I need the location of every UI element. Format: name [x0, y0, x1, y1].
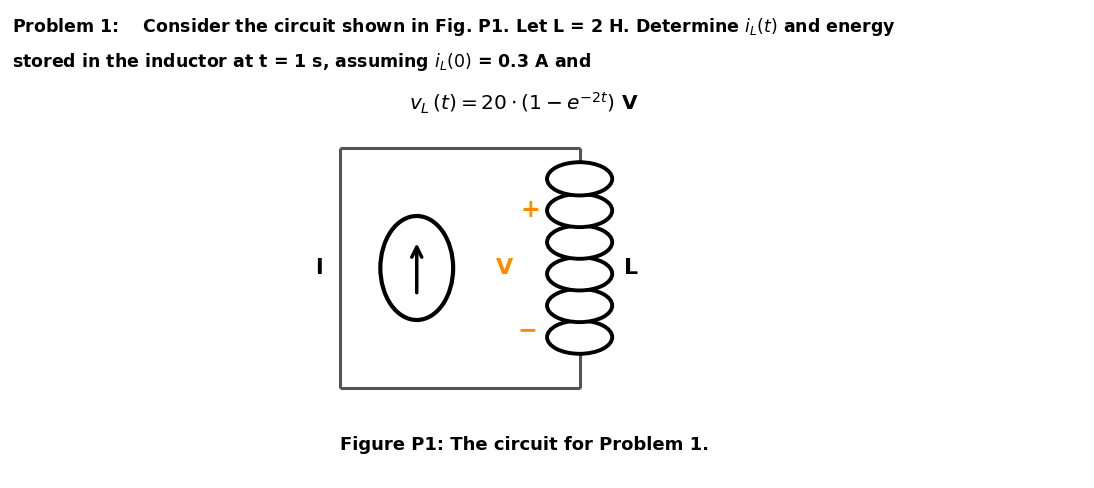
Ellipse shape — [547, 321, 613, 354]
Ellipse shape — [547, 289, 613, 322]
Text: Problem 1:    Consider the circuit shown in Fig. P1. Let L = 2 H. Determine $\ma: Problem 1: Consider the circuit shown in… — [12, 16, 896, 38]
Text: L: L — [624, 258, 638, 278]
Ellipse shape — [547, 162, 613, 196]
Ellipse shape — [547, 225, 613, 259]
Text: $v_L\,(t) = 20\cdot\left(1-e^{-2t}\right)$ V: $v_L\,(t) = 20\cdot\left(1-e^{-2t}\right… — [409, 91, 639, 116]
Ellipse shape — [547, 257, 613, 290]
Text: stored in the inductor at t = 1 s, assuming $\mathit{i}_L(0)$ = 0.3 A and: stored in the inductor at t = 1 s, assum… — [12, 51, 592, 73]
Text: Figure P1: The circuit for Problem 1.: Figure P1: The circuit for Problem 1. — [339, 436, 709, 454]
Ellipse shape — [381, 216, 453, 320]
Text: I: I — [315, 258, 323, 278]
Text: −: − — [517, 318, 537, 342]
Ellipse shape — [547, 194, 613, 227]
Text: V: V — [497, 258, 513, 278]
Text: +: + — [521, 198, 540, 222]
